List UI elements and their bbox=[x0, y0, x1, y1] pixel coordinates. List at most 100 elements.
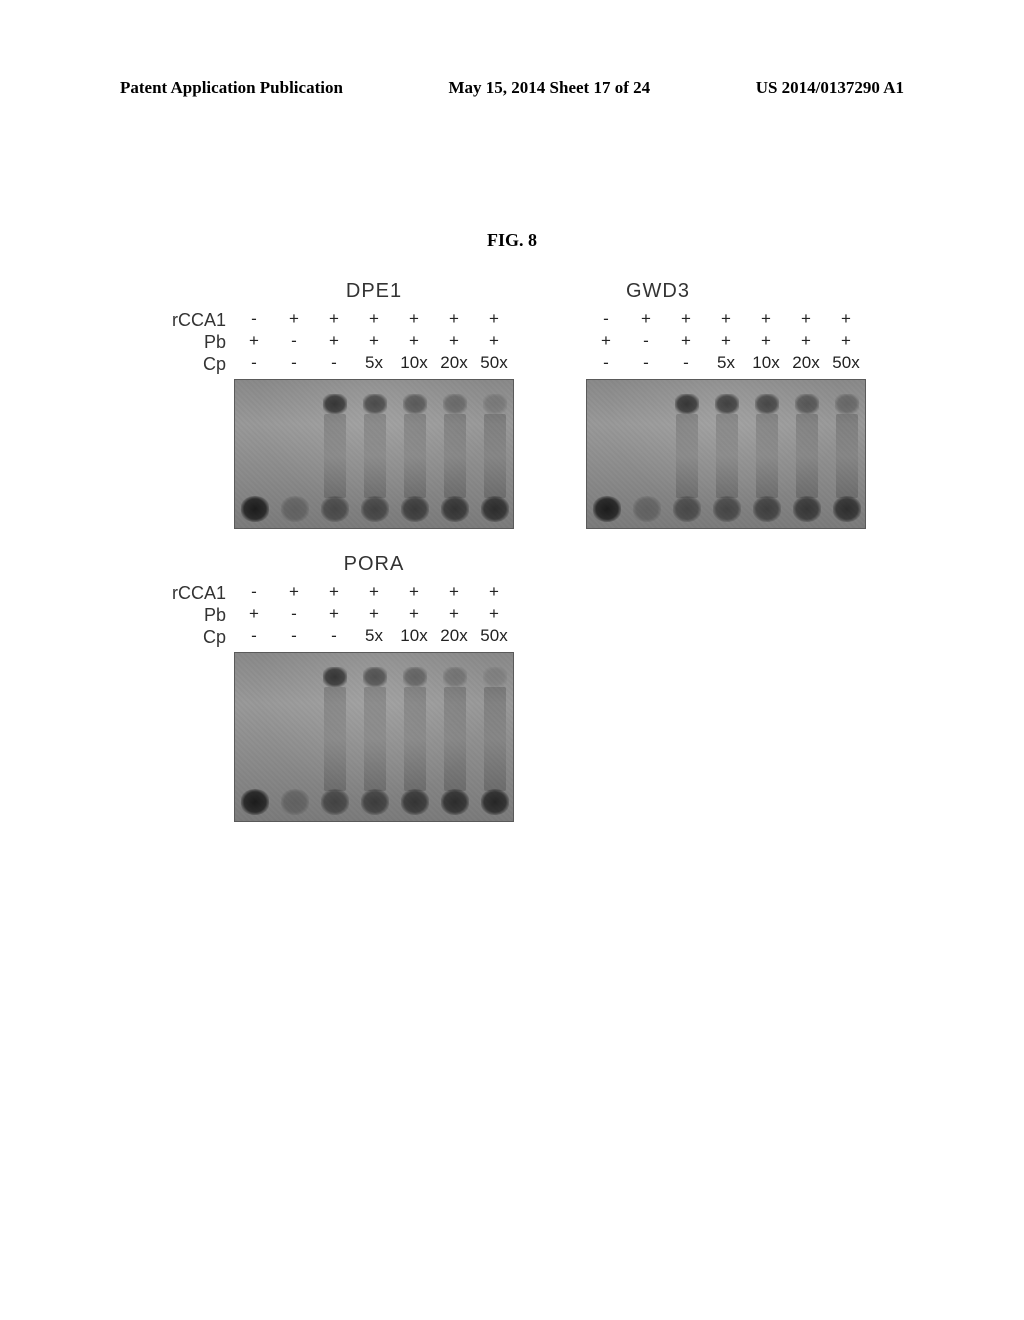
lane-header-cell: - bbox=[314, 353, 354, 375]
band-free-probe bbox=[281, 789, 309, 815]
band-smear bbox=[404, 414, 426, 498]
page-header: Patent Application Publication May 15, 2… bbox=[120, 78, 904, 98]
lane-header-cell: 5x bbox=[354, 626, 394, 648]
lane-header-cell: + bbox=[786, 331, 826, 353]
gel-lane bbox=[667, 380, 707, 528]
band-shifted bbox=[715, 394, 739, 414]
lane-header-cell: + bbox=[234, 604, 274, 626]
band-free-probe bbox=[481, 496, 509, 522]
gel-lane bbox=[275, 653, 315, 821]
band-shifted bbox=[403, 667, 427, 687]
gel-image bbox=[234, 379, 514, 529]
band-free-probe bbox=[441, 496, 469, 522]
lane-header-cell: - bbox=[234, 582, 274, 604]
lane-header-cell: - bbox=[234, 309, 274, 331]
header-right: US 2014/0137290 A1 bbox=[756, 78, 904, 98]
gel-lane bbox=[707, 380, 747, 528]
panel-gwd3: GWD3rCCA1PbCp-+++++++-+++++---5x10x20x50… bbox=[518, 280, 866, 529]
lane-header-cell: + bbox=[786, 309, 826, 331]
lanes-wrap: -+++++++-+++++---5x10x20x50x bbox=[234, 582, 514, 822]
panel-title: GWD3 bbox=[518, 280, 798, 303]
band-free-probe bbox=[401, 789, 429, 815]
band-free-probe bbox=[241, 789, 269, 815]
lane-header-cell: + bbox=[434, 582, 474, 604]
lane-header-cell: + bbox=[746, 309, 786, 331]
band-smear bbox=[404, 687, 426, 791]
band-free-probe bbox=[441, 789, 469, 815]
lane-header-grid: -+++++++-+++++---5x10x20x50x bbox=[234, 582, 514, 648]
band-shifted bbox=[483, 667, 507, 687]
lane-header-cell: - bbox=[234, 353, 274, 375]
band-smear bbox=[324, 414, 346, 498]
band-free-probe bbox=[481, 789, 509, 815]
lane-header-cell: + bbox=[474, 309, 514, 331]
lane-header-cell: + bbox=[314, 309, 354, 331]
band-smear bbox=[484, 414, 506, 498]
lane-header-cell: 50x bbox=[826, 353, 866, 375]
band-free-probe bbox=[281, 496, 309, 522]
band-free-probe bbox=[593, 496, 621, 522]
lane-header-cell: - bbox=[626, 353, 666, 375]
lane-header-cell: + bbox=[314, 604, 354, 626]
gel-image bbox=[586, 379, 866, 529]
lane-header-cell: - bbox=[314, 626, 354, 648]
lane-header-cell: - bbox=[586, 309, 626, 331]
lane-header-cell: + bbox=[826, 331, 866, 353]
row-label: rCCA1 bbox=[166, 582, 226, 604]
gel-lane bbox=[827, 380, 866, 528]
lane-header-cell: - bbox=[274, 331, 314, 353]
lane-header-cell: + bbox=[394, 331, 434, 353]
lane-header-cell: 5x bbox=[354, 353, 394, 375]
gel-image bbox=[234, 652, 514, 822]
band-free-probe bbox=[753, 496, 781, 522]
lane-header-cell: - bbox=[274, 604, 314, 626]
lane-header-cell: 20x bbox=[434, 353, 474, 375]
lane-header-cell: 50x bbox=[474, 353, 514, 375]
lane-header-cell: + bbox=[354, 604, 394, 626]
lane-header-cell: + bbox=[586, 331, 626, 353]
gel-lane bbox=[395, 380, 435, 528]
band-smear bbox=[324, 687, 346, 791]
gel-lane bbox=[627, 380, 667, 528]
band-shifted bbox=[323, 667, 347, 687]
panel-row-bottom: PORArCCA1PbCp-+++++++-+++++---5x10x20x50… bbox=[166, 553, 866, 822]
row-label: Cp bbox=[166, 626, 226, 648]
gel-lane bbox=[435, 653, 475, 821]
lane-header-cell: 10x bbox=[746, 353, 786, 375]
band-shifted bbox=[443, 667, 467, 687]
lane-header-cell: - bbox=[666, 353, 706, 375]
lane-header-cell: 10x bbox=[394, 626, 434, 648]
band-free-probe bbox=[833, 496, 861, 522]
lane-header-cell: + bbox=[666, 309, 706, 331]
row-label: Cp bbox=[166, 353, 226, 375]
band-smear bbox=[444, 414, 466, 498]
band-free-probe bbox=[321, 789, 349, 815]
band-shifted bbox=[675, 394, 699, 414]
row-label: Pb bbox=[166, 331, 226, 353]
lane-header-cell: - bbox=[626, 331, 666, 353]
gel-lane bbox=[235, 380, 275, 528]
lane-header-cell: + bbox=[354, 309, 394, 331]
lane-header-cell: + bbox=[274, 309, 314, 331]
gel-lane bbox=[235, 653, 275, 821]
lane-header-cell: 10x bbox=[394, 353, 434, 375]
lane-header-cell: + bbox=[746, 331, 786, 353]
lane-header-cell: + bbox=[474, 604, 514, 626]
band-free-probe bbox=[361, 496, 389, 522]
lane-header-cell: 20x bbox=[786, 353, 826, 375]
lane-header-cell: + bbox=[666, 331, 706, 353]
band-smear bbox=[364, 414, 386, 498]
band-shifted bbox=[363, 667, 387, 687]
band-smear bbox=[484, 687, 506, 791]
panel-dpe1: DPE1rCCA1PbCp-+++++++-+++++---5x10x20x50… bbox=[166, 280, 514, 529]
band-shifted bbox=[443, 394, 467, 414]
band-smear bbox=[444, 687, 466, 791]
row-label: Pb bbox=[166, 604, 226, 626]
row-labels: rCCA1PbCp bbox=[166, 309, 226, 375]
lane-header-cell: + bbox=[394, 604, 434, 626]
band-shifted bbox=[403, 394, 427, 414]
gel-lane bbox=[315, 380, 355, 528]
panel-title: DPE1 bbox=[234, 280, 514, 303]
lane-header-cell: + bbox=[626, 309, 666, 331]
gel-lane bbox=[435, 380, 475, 528]
